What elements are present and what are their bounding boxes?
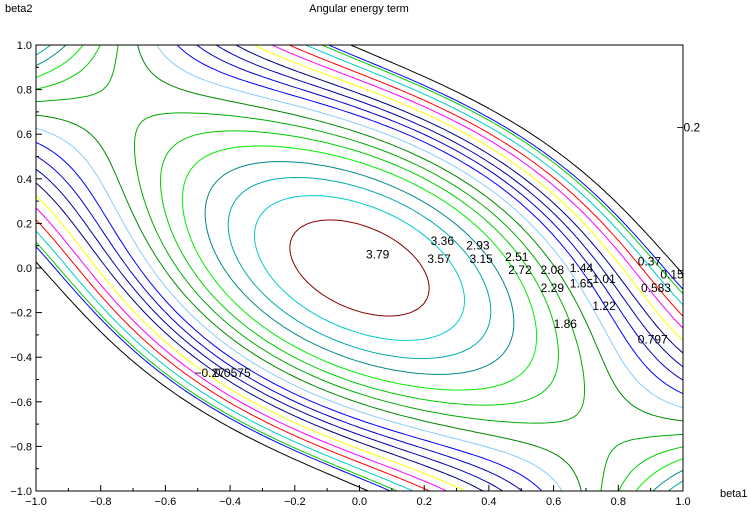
contour-level-3 (36, 45, 683, 491)
contour-level-10 (36, 45, 683, 491)
y-axis: −1.0 −0.8 −0.6 −0.4 −0.2 0.0 0.2 0.4 0.6 0.8 1.0 (10, 40, 42, 498)
contour-level-13 (36, 45, 683, 491)
contour-label: −0.2 (677, 121, 701, 135)
contour-level-16 (36, 45, 683, 491)
contour-label: 3.36 (431, 234, 455, 248)
x-tick-label: 0.4 (481, 496, 496, 508)
contour-label: 1.86 (554, 317, 578, 331)
contour-level-5 (36, 45, 683, 491)
x-tick-label: 0.2 (417, 496, 432, 508)
y-tick-label: −0.8 (10, 441, 32, 453)
contour-level-2 (36, 45, 683, 491)
x-tick-label: −0.6 (155, 496, 177, 508)
y-axis-label: beta2 (5, 3, 33, 15)
contour-level-17 (36, 45, 683, 491)
contour-label: 0.15 (660, 268, 684, 282)
contour-label: 1.65 (570, 277, 594, 291)
y-tick-label: 0.0 (17, 263, 32, 275)
contour-level-15 (36, 45, 683, 491)
contour-label: 2.93 (466, 239, 490, 253)
contour-level-0 (36, 45, 683, 491)
contour-level-6 (36, 45, 683, 491)
y-tick-label: 0.8 (17, 85, 32, 97)
y-tick-label: 1.0 (17, 40, 32, 52)
contour-label: −0.27 (195, 366, 226, 380)
contour-label: 1.44 (570, 261, 594, 275)
contour-level-1 (36, 45, 683, 491)
y-tick-label: −0.6 (10, 397, 32, 409)
contour-level-4 (36, 45, 683, 491)
contour-label: 0.583 (641, 281, 671, 295)
x-axis: −1.0 −0.8 −0.6 −0.4 −0.2 0.0 0.2 0.4 0.6 0.8 1.0 (25, 485, 691, 508)
contour-label: 1.22 (592, 299, 616, 313)
contour-label: 2.51 (505, 250, 529, 264)
contour-labels: 3.79 3.36 2.93 2.51 3.57 3.15 2.72 2.08 1.44 2.29… (195, 121, 701, 380)
x-tick-label: −0.8 (90, 496, 112, 508)
contour-level-8 (36, 45, 683, 491)
y-tick-label: 0.6 (17, 129, 32, 141)
x-tick-label: −0.2 (284, 496, 306, 508)
contour-label: 0.797 (638, 332, 668, 346)
contour-lines (36, 45, 683, 491)
x-tick-label: −0.4 (219, 496, 241, 508)
contour-level-14 (36, 45, 683, 491)
x-tick-label: 0.8 (611, 496, 626, 508)
x-tick-label: 1.0 (675, 496, 690, 508)
contour-label: 3.15 (469, 252, 493, 266)
contour-label: 1.01 (592, 272, 616, 286)
y-tick-label: 0.2 (17, 218, 32, 230)
x-tick-label: 0.0 (352, 496, 367, 508)
contour-level-18 (254, 195, 465, 341)
contour-level-11 (36, 45, 683, 491)
contour-label: 3.79 (366, 248, 390, 262)
chart-title: Angular energy term (309, 3, 409, 15)
contour-label: 0.0575 (214, 366, 251, 380)
y-tick-label: −0.2 (10, 308, 32, 320)
contour-level-7 (36, 45, 683, 491)
contour-label: 2.29 (541, 281, 565, 295)
y-tick-label: −0.4 (10, 352, 32, 364)
y-tick-label: −1.0 (10, 486, 32, 498)
x-axis-label: beta1 (720, 488, 748, 500)
x-tick-label: −1.0 (25, 496, 47, 508)
contour-label: 3.57 (427, 252, 451, 266)
y-tick-label: 0.4 (17, 174, 32, 186)
contour-label: 0.37 (638, 254, 662, 268)
contour-level-12 (36, 45, 683, 491)
contour-label: 2.72 (508, 263, 532, 277)
x-tick-label: 0.6 (546, 496, 561, 508)
contour-level-19 (289, 219, 430, 317)
contour-label: 2.08 (541, 263, 565, 277)
